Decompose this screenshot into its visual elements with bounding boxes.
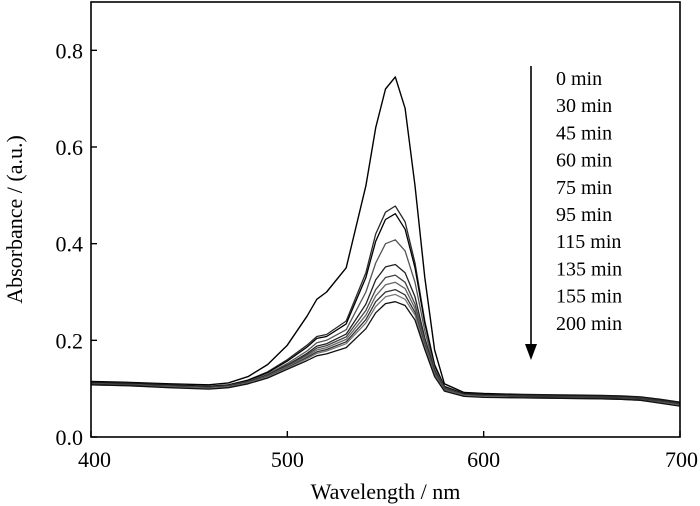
legend-entry: 60 min (556, 150, 612, 172)
y-tick-label: 0.0 (56, 425, 84, 450)
legend-entry: 200 min (556, 313, 622, 335)
y-axis-title: Absorbance / (a.u.) (2, 135, 27, 304)
legend-entry: 75 min (556, 177, 612, 199)
series-lines (90, 76, 681, 407)
legend-entry: 45 min (556, 122, 612, 144)
axis-ticks (90, 49, 681, 438)
series-line-8 (90, 293, 681, 407)
legend-entry: 115 min (556, 231, 621, 253)
series-line-9 (90, 301, 681, 407)
legend: 0 min 30 min 45 min 60 min 75 min 95 min 115 m… (525, 66, 622, 360)
x-tick-label: 600 (467, 447, 500, 472)
arrow-down-icon (525, 344, 537, 360)
legend-entry: 95 min (556, 204, 612, 226)
x-tick-label: 700 (665, 447, 698, 472)
x-tick-label: 500 (271, 447, 304, 472)
plot-frame (90, 1, 681, 438)
y-tick-label: 0.4 (56, 232, 84, 257)
legend-entry: 30 min (556, 95, 612, 117)
legend-entry: 0 min (556, 68, 602, 90)
legend-entry: 155 min (556, 286, 622, 308)
tick-labels: 400 500 600 700 0.0 0.2 0.4 0.6 0.8 (56, 38, 699, 472)
y-tick-label: 0.2 (56, 328, 84, 353)
x-axis-title: Wavelength / nm (311, 479, 461, 504)
y-tick-label: 0.6 (56, 135, 84, 160)
legend-entry: 135 min (556, 258, 622, 280)
x-tick-label: 400 (78, 447, 111, 472)
y-tick-label: 0.8 (56, 38, 84, 63)
